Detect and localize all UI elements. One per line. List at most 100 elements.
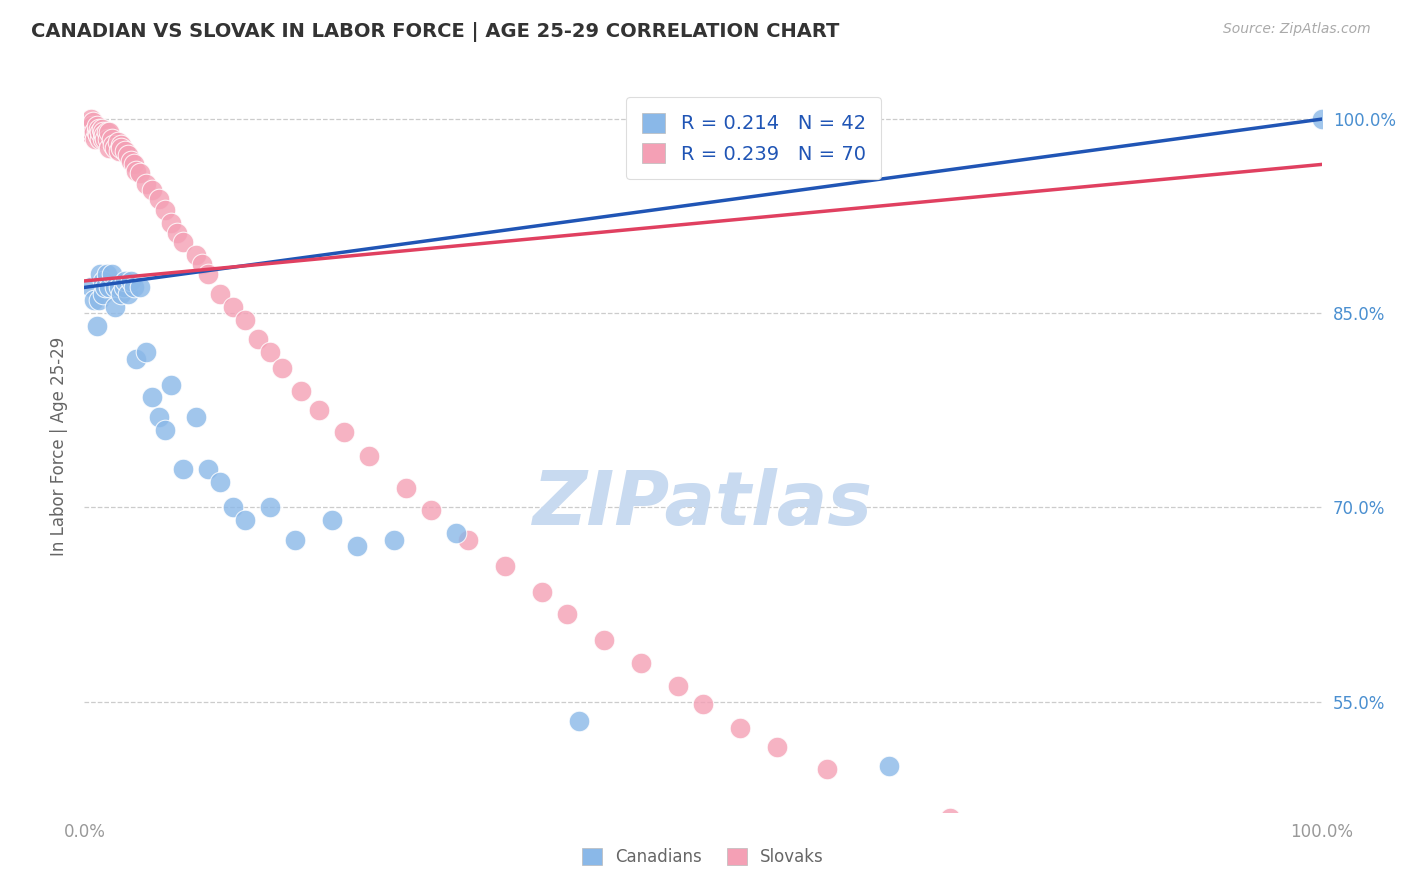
Point	[114, 145, 136, 159]
Point	[82, 114, 104, 128]
Point	[184, 248, 207, 262]
Point	[457, 533, 479, 547]
Point	[86, 125, 108, 139]
Point	[91, 125, 114, 139]
Point	[321, 513, 343, 527]
Point	[153, 202, 176, 217]
Point	[98, 125, 121, 139]
Point	[593, 632, 616, 647]
Point	[197, 461, 219, 475]
Point	[110, 140, 132, 154]
Point	[120, 274, 142, 288]
Point	[122, 280, 145, 294]
Point	[96, 268, 118, 282]
Text: CANADIAN VS SLOVAK IN LABOR FORCE | AGE 25-29 CORRELATION CHART: CANADIAN VS SLOVAK IN LABOR FORCE | AGE …	[31, 22, 839, 42]
Point	[630, 656, 652, 670]
Point	[96, 125, 118, 139]
Point	[148, 409, 170, 424]
Point	[555, 607, 578, 621]
Point	[222, 500, 245, 515]
Point	[100, 268, 122, 282]
Point	[110, 138, 132, 153]
Point	[80, 119, 103, 133]
Legend: Canadians, Slovaks: Canadians, Slovaks	[575, 841, 831, 873]
Point	[444, 526, 467, 541]
Point	[160, 377, 183, 392]
Point	[117, 286, 139, 301]
Point	[114, 274, 136, 288]
Point	[395, 481, 418, 495]
Point	[104, 280, 127, 294]
Point	[125, 351, 148, 366]
Point	[89, 122, 111, 136]
Point	[98, 140, 121, 154]
Point	[108, 280, 131, 294]
Point	[101, 138, 124, 153]
Point	[91, 286, 114, 301]
Point	[233, 312, 256, 326]
Point	[86, 319, 108, 334]
Point	[939, 811, 962, 825]
Point	[79, 119, 101, 133]
Point	[104, 300, 127, 314]
Point	[120, 153, 142, 168]
Point	[172, 235, 194, 249]
Point	[209, 475, 232, 489]
Point	[692, 698, 714, 712]
Point	[209, 286, 232, 301]
Point	[222, 300, 245, 314]
Y-axis label: In Labor Force | Age 25-29: In Labor Force | Age 25-29	[49, 336, 67, 556]
Point	[419, 503, 441, 517]
Point	[271, 360, 294, 375]
Point	[89, 131, 111, 145]
Point	[79, 112, 101, 127]
Point	[233, 513, 256, 527]
Point	[148, 193, 170, 207]
Point	[77, 125, 100, 139]
Point	[97, 131, 120, 145]
Text: Source: ZipAtlas.com: Source: ZipAtlas.com	[1223, 22, 1371, 37]
Point	[135, 345, 157, 359]
Point	[129, 166, 152, 180]
Point	[89, 268, 111, 282]
Point	[259, 345, 281, 359]
Point	[568, 714, 591, 728]
Point	[89, 293, 111, 308]
Point	[308, 403, 330, 417]
Point	[87, 128, 110, 142]
Point	[93, 128, 115, 142]
Point	[184, 409, 207, 424]
Point	[141, 391, 163, 405]
Point	[191, 257, 214, 271]
Point	[129, 280, 152, 294]
Point	[284, 533, 307, 547]
Point	[531, 584, 554, 599]
Point	[100, 131, 122, 145]
Point	[112, 280, 135, 294]
Point	[877, 759, 900, 773]
Point	[110, 286, 132, 301]
Point	[728, 721, 751, 735]
Point	[108, 145, 131, 159]
Point	[94, 131, 117, 145]
Point	[86, 119, 108, 133]
Point	[125, 164, 148, 178]
Point	[83, 293, 105, 308]
Point	[246, 332, 269, 346]
Point	[290, 384, 312, 398]
Point	[94, 280, 117, 294]
Point	[382, 533, 405, 547]
Point	[122, 157, 145, 171]
Point	[494, 558, 516, 573]
Point	[1310, 112, 1333, 127]
Point	[104, 140, 127, 154]
Point	[197, 268, 219, 282]
Point	[666, 679, 689, 693]
Point	[135, 177, 157, 191]
Point	[153, 423, 176, 437]
Point	[346, 539, 368, 553]
Point	[107, 136, 129, 150]
Point	[160, 216, 183, 230]
Point	[141, 183, 163, 197]
Point	[259, 500, 281, 515]
